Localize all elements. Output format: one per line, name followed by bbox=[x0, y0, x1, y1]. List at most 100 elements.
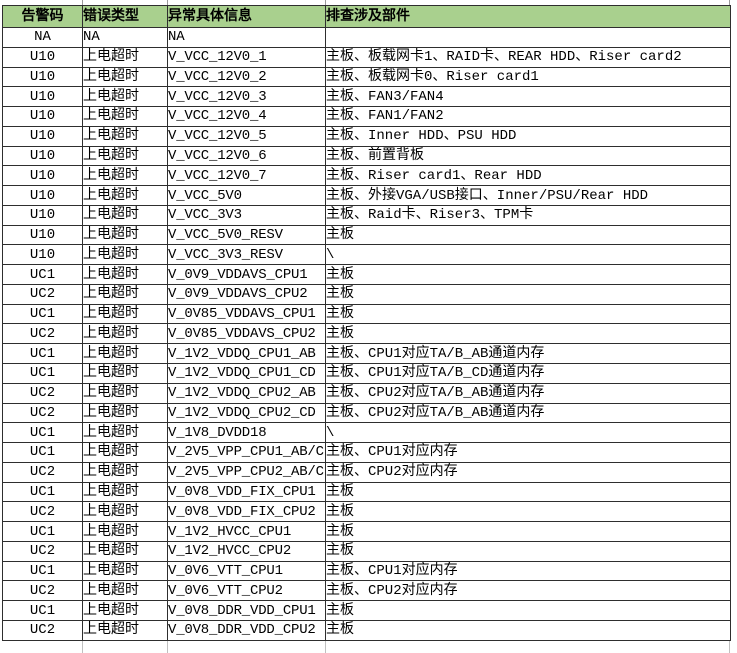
table-cell: 主板、CPU1对应TA/B_AB通道内存 bbox=[325, 343, 731, 365]
table-cell: U10 bbox=[2, 224, 83, 246]
gridline-stub bbox=[325, 0, 326, 5]
table-row: UC2 上电超时 V_0V8_VDD_FIX_CPU2 主板 bbox=[2, 501, 731, 523]
table-cell: 主板、Raid卡、Riser3、TPM卡 bbox=[325, 204, 731, 226]
table-row: U10 上电超时 V_VCC_12V0_3 主板、FAN3/FAN4 bbox=[2, 86, 731, 108]
table-row: UC1 上电超时 V_0V8_DDR_VDD_CPU1 主板 bbox=[2, 600, 731, 621]
table-cell: U10 bbox=[2, 204, 83, 226]
table-row: UC1 上电超时 V_0V6_VTT_CPU1 主板、CPU1对应内存 bbox=[2, 560, 731, 582]
table-cell: 主板 bbox=[325, 303, 731, 325]
table-cell: 主板 bbox=[325, 323, 731, 345]
table-cell: U10 bbox=[2, 165, 83, 187]
table-cell: 主板 bbox=[325, 600, 731, 621]
table-cell: 上电超时 bbox=[82, 560, 168, 582]
table-cell: V_0V6_VTT_CPU2 bbox=[167, 580, 326, 602]
table-cell: UC1 bbox=[2, 521, 83, 542]
table-cell: 上电超时 bbox=[82, 224, 168, 246]
table-cell: V_VCC_3V3_RESV bbox=[167, 244, 326, 266]
table-cell: V_VCC_12V0_2 bbox=[167, 66, 326, 88]
table-cell: 主板、CPU2对应TA/B_AB通道内存 bbox=[325, 382, 731, 404]
table-row: UC2 上电超时 V_0V8_DDR_VDD_CPU2 主板 bbox=[2, 619, 731, 641]
table-cell: 主板、板载网卡1、RAID卡、REAR HDD、Riser card2 bbox=[325, 46, 731, 68]
table-cell: V_0V8_VDD_FIX_CPU2 bbox=[167, 501, 326, 523]
table-cell: V_0V9_VDDAVS_CPU1 bbox=[167, 264, 326, 285]
table-cell: U10 bbox=[2, 145, 83, 167]
table-row: UC1 上电超时 V_1V2_HVCC_CPU1 主板 bbox=[2, 521, 731, 542]
table-cell: UC2 bbox=[2, 283, 83, 305]
table-row: U10 上电超时 V_VCC_12V0_6 主板、前置背板 bbox=[2, 145, 731, 167]
table-cell: \ bbox=[325, 422, 731, 444]
table-cell: 上电超时 bbox=[82, 145, 168, 167]
table-cell: UC1 bbox=[2, 442, 83, 463]
table-row: UC2 上电超时 V_0V9_VDDAVS_CPU2 主板 bbox=[2, 283, 731, 305]
table-cell: UC2 bbox=[2, 461, 83, 483]
table-cell: V_VCC_12V0_4 bbox=[167, 106, 326, 127]
table-cell: 主板 bbox=[325, 224, 731, 246]
table-cell: UC2 bbox=[2, 382, 83, 404]
gridline-stub bbox=[729, 640, 730, 653]
table-cell: 上电超时 bbox=[82, 303, 168, 325]
header-row: 告警码 错误类型 异常具体信息 排查涉及部件 bbox=[2, 5, 731, 28]
gridline-stub bbox=[82, 640, 83, 653]
table-cell: 主板、板载网卡0、Riser card1 bbox=[325, 66, 731, 88]
table-cell: UC2 bbox=[2, 402, 83, 424]
alarm-table-body: NA NA NA U10 上电超时 V_VCC_12V0_1 主板、板载网卡1、RAID卡、… bbox=[2, 27, 731, 641]
table-cell: 上电超时 bbox=[82, 106, 168, 127]
column-header-involved-parts: 排查涉及部件 bbox=[325, 5, 731, 28]
table-row: UC1 上电超时 V_1V2_VDDQ_CPU1_AB 主板、CPU1对应TA/B_A… bbox=[2, 343, 731, 365]
table-cell: UC1 bbox=[2, 264, 83, 285]
table-row: UC1 上电超时 V_1V2_VDDQ_CPU1_CD 主板、CPU1对应TA/B_C… bbox=[2, 363, 731, 384]
alarm-troubleshooting-table: 告警码 错误类型 异常具体信息 排查涉及部件 NA NA NA U10 上电超时 V_VC… bbox=[2, 5, 731, 641]
table-cell: 上电超时 bbox=[82, 204, 168, 226]
table-cell: 主板 bbox=[325, 619, 731, 641]
table-cell: U10 bbox=[2, 244, 83, 266]
table-row: UC1 上电超时 V_0V9_VDDAVS_CPU1 主板 bbox=[2, 264, 731, 285]
table-cell: UC1 bbox=[2, 343, 83, 365]
table-cell: V_0V85_VDDAVS_CPU2 bbox=[167, 323, 326, 345]
table-cell: 主板 bbox=[325, 540, 731, 562]
table-row: U10 上电超时 V_VCC_5V0_RESV 主板 bbox=[2, 224, 731, 246]
table-cell: U10 bbox=[2, 86, 83, 108]
table-cell: V_2V5_VPP_CPU1_AB/CD bbox=[167, 442, 326, 463]
table-cell: 主板、CPU1对应内存 bbox=[325, 560, 731, 582]
table-cell: U10 bbox=[2, 66, 83, 88]
table-cell: V_0V8_DDR_VDD_CPU2 bbox=[167, 619, 326, 641]
table-cell: UC1 bbox=[2, 303, 83, 325]
table-cell: V_VCC_12V0_5 bbox=[167, 125, 326, 147]
table-cell: 上电超时 bbox=[82, 244, 168, 266]
table-cell: 上电超时 bbox=[82, 323, 168, 345]
table-cell: UC1 bbox=[2, 363, 83, 384]
table-cell: 主板 bbox=[325, 481, 731, 503]
table-cell: 主板 bbox=[325, 283, 731, 305]
table-row: UC1 上电超时 V_0V85_VDDAVS_CPU1 主板 bbox=[2, 303, 731, 325]
table-cell: V_0V8_DDR_VDD_CPU1 bbox=[167, 600, 326, 621]
table-cell bbox=[325, 27, 731, 48]
gridline-stub bbox=[82, 0, 83, 5]
table-cell: 主板、FAN1/FAN2 bbox=[325, 106, 731, 127]
table-cell: UC2 bbox=[2, 540, 83, 562]
column-header-detail-info: 异常具体信息 bbox=[167, 5, 326, 28]
gridline-stub bbox=[167, 0, 168, 5]
table-cell: V_VCC_12V0_1 bbox=[167, 46, 326, 68]
table-cell: V_1V2_HVCC_CPU1 bbox=[167, 521, 326, 542]
table-cell: V_VCC_12V0_3 bbox=[167, 86, 326, 108]
table-cell: 上电超时 bbox=[82, 86, 168, 108]
table-cell: U10 bbox=[2, 106, 83, 127]
table-cell: 上电超时 bbox=[82, 185, 168, 206]
table-row: UC2 上电超时 V_2V5_VPP_CPU2_AB/CD 主板、CPU2对应内存 bbox=[2, 461, 731, 483]
table-cell: UC1 bbox=[2, 422, 83, 444]
table-cell: 主板、CPU1对应内存 bbox=[325, 442, 731, 463]
table-cell: V_0V9_VDDAVS_CPU2 bbox=[167, 283, 326, 305]
table-cell: U10 bbox=[2, 125, 83, 147]
table-row: U10 上电超时 V_VCC_12V0_4 主板、FAN1/FAN2 bbox=[2, 106, 731, 127]
table-cell: 主板、Riser card1、Rear HDD bbox=[325, 165, 731, 187]
table-row: U10 上电超时 V_VCC_12V0_2 主板、板载网卡0、Riser card1 bbox=[2, 66, 731, 88]
table-cell: V_VCC_3V3 bbox=[167, 204, 326, 226]
table-cell: 上电超时 bbox=[82, 619, 168, 641]
table-row: U10 上电超时 V_VCC_5V0 主板、外接VGA/USB接口、Inner/PSU… bbox=[2, 185, 731, 206]
table-cell: 上电超时 bbox=[82, 66, 168, 88]
table-row: UC1 上电超时 V_2V5_VPP_CPU1_AB/CD 主板、CPU1对应内存 bbox=[2, 442, 731, 463]
table-row: UC1 上电超时 V_0V8_VDD_FIX_CPU1 主板 bbox=[2, 481, 731, 503]
table-cell: 上电超时 bbox=[82, 165, 168, 187]
table-cell: 主板、CPU2对应内存 bbox=[325, 461, 731, 483]
